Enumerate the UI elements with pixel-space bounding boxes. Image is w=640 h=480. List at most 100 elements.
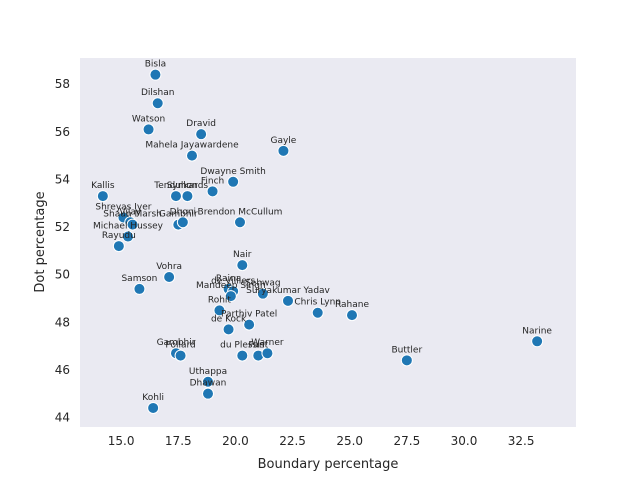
data-label: Finch	[201, 176, 224, 186]
x-axis-ticks: 15.0 17.5 20.0 22.5 25.0 27.5 30.0 32.5	[108, 434, 535, 448]
data-label: Gayle	[270, 136, 296, 146]
data-label: Mandeep Singh	[196, 281, 266, 291]
data-label: Buttler	[392, 345, 423, 355]
data-labels: Bisla Dilshan Watson Dravid Gayle Mahela Jaya…	[91, 60, 552, 403]
data-point	[142, 123, 155, 136]
y-tick-label: 44	[55, 410, 70, 424]
data-point	[261, 347, 274, 360]
x-tick-label: 32.5	[508, 434, 535, 448]
data-point	[133, 282, 146, 295]
data-label: Shaun Marsh	[103, 210, 162, 220]
data-label: Nair	[233, 250, 252, 260]
data-point	[96, 190, 109, 203]
data-point	[256, 287, 269, 300]
data-label: Dhoni	[170, 207, 196, 217]
data-label: Vijay	[119, 207, 141, 217]
data-label: Pollard	[165, 341, 195, 351]
y-tick-label: 58	[55, 77, 70, 91]
data-label: Dhawan	[190, 379, 227, 389]
data-label: Samson	[121, 274, 157, 284]
data-point	[147, 401, 160, 414]
data-label: Vohra	[156, 262, 182, 272]
data-point	[112, 240, 125, 253]
x-tick-label: 27.5	[393, 434, 420, 448]
data-label: Shreyas Iyer	[95, 203, 151, 213]
data-point	[531, 335, 544, 348]
data-point	[122, 230, 134, 243]
data-point	[186, 149, 198, 162]
data-label: Rayudu	[102, 231, 136, 241]
x-tick-label: 20.0	[222, 434, 249, 448]
data-point	[195, 128, 208, 141]
data-label: Gambhir	[157, 338, 196, 348]
y-axis-ticks: 44 46 48 50 52 54 56 58	[55, 77, 70, 424]
data-label: Michael Hussey	[93, 222, 164, 232]
x-tick-label: 15.0	[108, 434, 135, 448]
data-point	[151, 97, 164, 110]
y-tick-label: 56	[55, 125, 70, 139]
data-point	[224, 290, 237, 303]
data-label: Tendulkar	[153, 181, 198, 191]
data-label: Chris Lynn	[294, 298, 341, 308]
data-point	[227, 175, 240, 188]
data-label: de Villiers	[211, 276, 255, 286]
data-point	[234, 216, 246, 229]
data-point	[282, 294, 294, 307]
data-point	[243, 318, 256, 331]
x-tick-label: 17.5	[165, 434, 192, 448]
data-label: Watson	[132, 114, 165, 124]
data-label: Bisla	[145, 60, 166, 70]
data-point	[126, 218, 139, 231]
data-point	[346, 309, 358, 322]
data-label: Rohit	[208, 295, 232, 305]
data-point	[149, 68, 162, 81]
data-point	[213, 304, 226, 317]
data-label: Rahane	[335, 300, 369, 310]
x-axis-label: Boundary percentage	[258, 457, 399, 472]
data-point	[311, 306, 324, 319]
data-point	[174, 349, 187, 362]
data-label: Narine	[522, 326, 552, 336]
y-tick-label: 46	[55, 363, 70, 377]
data-point	[163, 271, 176, 284]
data-label: Kallis	[91, 181, 115, 191]
data-point	[181, 190, 194, 203]
y-axis-label: Dot percentage	[33, 191, 48, 292]
data-label: Dravid	[186, 119, 216, 129]
x-tick-label: 30.0	[451, 434, 478, 448]
data-label: Sehwag	[245, 279, 281, 289]
data-label: Parthiv Patel	[221, 310, 277, 320]
data-label: Mahela Jayawardene	[145, 141, 239, 151]
y-tick-label: 48	[55, 315, 70, 329]
plot-background	[80, 58, 576, 427]
data-point	[176, 216, 189, 229]
data-point	[277, 144, 290, 157]
data-label: de Kock	[211, 314, 247, 324]
data-point	[170, 190, 182, 203]
data-points	[96, 68, 544, 414]
data-label: Pant	[248, 341, 268, 351]
y-tick-label: 52	[55, 220, 70, 234]
data-label: Dilshan	[141, 88, 175, 98]
data-point	[202, 387, 214, 400]
data-point	[202, 375, 214, 388]
y-tick-label: 54	[55, 172, 70, 186]
data-point	[222, 323, 235, 336]
y-tick-label: 50	[55, 268, 70, 282]
data-label: Kohli	[142, 393, 164, 403]
data-label: Warner	[251, 338, 284, 348]
data-label: Raina	[216, 274, 241, 284]
x-tick-label: 22.5	[279, 434, 306, 448]
data-point	[206, 185, 219, 198]
data-label: Suryakumar Yadav	[246, 286, 330, 296]
data-label: du Plessis	[220, 341, 265, 351]
data-label: Dwayne Smith	[200, 167, 265, 177]
data-label: Gambhir	[159, 210, 198, 220]
x-tick-label: 25.0	[336, 434, 363, 448]
data-label: Uthappa	[189, 367, 227, 377]
data-label: Symonds	[167, 181, 209, 191]
data-point	[400, 354, 413, 367]
data-point	[236, 349, 249, 362]
data-point	[236, 259, 249, 272]
